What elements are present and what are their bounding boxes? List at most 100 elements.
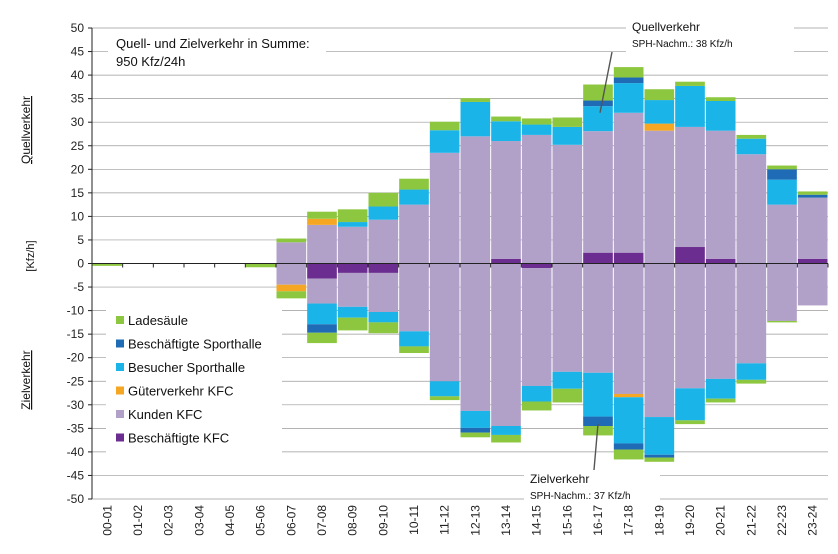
quell-bar-segment (797, 194, 828, 198)
x-tick-label: 19-20 (683, 505, 697, 536)
quell-bar-segment (552, 144, 583, 264)
x-tick-label: 11-12 (438, 505, 452, 535)
ziel-bar-segment (644, 454, 675, 458)
annotation-ziel-box (524, 468, 660, 504)
annotation-quell-subtitle: SPH-Nachm.: 38 Kfz/h (632, 39, 733, 50)
quell-bar-segment (613, 77, 644, 84)
x-tick-label: 07-08 (315, 505, 329, 536)
ziel-bar-segment (613, 397, 644, 444)
ziel-bar-segment (368, 312, 399, 323)
quell-bar-segment (675, 81, 705, 86)
ziel-bar-segment (276, 284, 307, 292)
quell-bar-segment (399, 204, 429, 264)
ziel-bar-segment (276, 291, 307, 299)
legend-label: Beschäftigte Sporthalle (128, 337, 262, 352)
y-tick-label: -5 (73, 280, 84, 294)
ziel-bar-segment (736, 379, 767, 384)
ziel-bar-segment (736, 263, 767, 364)
ziel-bar-segment (675, 420, 705, 425)
quell-bar-segment (368, 192, 399, 207)
x-tick-label: 10-11 (407, 505, 421, 535)
quell-bar-segment (368, 206, 399, 220)
x-tick-label: 17-18 (622, 505, 636, 536)
ziel-bar-segment (521, 263, 552, 269)
quell-bar-segment (797, 197, 828, 259)
y-tick-label: -15 (67, 327, 85, 341)
legend-swatch (116, 363, 124, 371)
x-tick-label: 18-19 (652, 505, 666, 536)
y-tick-label: 0 (77, 257, 84, 271)
x-tick-label: 12-13 (468, 505, 482, 536)
x-tick-label: 03-04 (192, 505, 206, 536)
ziel-bar-segment (613, 393, 644, 398)
ziel-bar-segment (399, 331, 429, 347)
quell-bar-segment (644, 100, 675, 124)
quell-bar-segment (705, 97, 736, 102)
quell-bar-segment (583, 252, 613, 264)
quell-bar-segment (705, 101, 736, 131)
ziel-bar-segment (368, 263, 399, 273)
quell-bar-segment (491, 141, 521, 259)
x-tick-label: 01-02 (131, 505, 145, 536)
quell-bar-segment (337, 222, 368, 227)
quell-bar-segment (491, 121, 521, 142)
quell-bar-segment (736, 134, 767, 139)
quell-bar-segment (736, 154, 767, 264)
label-layer: Quellverkehr Zielverkehr [Kfz/h] Quell- und… (19, 16, 794, 504)
annotation-quell-box (626, 16, 794, 52)
quell-bar-segment (644, 89, 675, 101)
summary-box (108, 32, 326, 72)
quell-bar-segment (337, 226, 368, 264)
quell-bar-segment (736, 138, 767, 155)
quell-bar-segment (613, 112, 644, 253)
quell-bar-segment (429, 130, 460, 153)
lower-axis-label: Zielverkehr (19, 350, 33, 409)
quell-bar-segment (307, 218, 337, 225)
quell-bar-segment (583, 131, 613, 253)
x-tick-label: 08-09 (346, 505, 360, 536)
ziel-bar-segment (337, 272, 368, 307)
y-tick-label: -40 (67, 445, 85, 459)
ziel-bar-segment (613, 443, 644, 450)
ziel-bar-segment (521, 385, 552, 402)
legend-label: Besucher Sporthalle (128, 360, 245, 375)
quell-bar-segment (613, 252, 644, 264)
quell-bar-segment (521, 124, 552, 135)
ziel-bar-segment (705, 398, 736, 403)
y-tick-label: -35 (67, 421, 85, 435)
ziel-bar-segment (521, 268, 552, 386)
annotation-quell-title: Quellverkehr (632, 20, 700, 34)
ziel-bar-segment (644, 417, 675, 455)
x-tick-label: 13-14 (499, 505, 513, 536)
ziel-bar-segment (583, 263, 613, 373)
x-tick-label: 16-17 (591, 505, 605, 536)
quell-bar-segment (276, 242, 307, 264)
legend-label: Ladesäule (128, 313, 188, 328)
quell-bar-segment (429, 121, 460, 131)
legend-swatch (116, 410, 124, 418)
y-tick-label: 50 (71, 21, 85, 35)
y-tick-label: 45 (71, 45, 85, 59)
ziel-bar-segment (460, 410, 491, 428)
quell-bar-segment (583, 106, 613, 132)
quell-bar-segment (644, 130, 675, 264)
quell-bar-segment (521, 118, 552, 125)
legend-label: Beschäftigte KFC (128, 431, 229, 446)
quell-bar-segment (399, 189, 429, 205)
legend-swatch (116, 316, 124, 324)
ziel-bar-segment (675, 388, 705, 421)
ziel-bar-segment (491, 263, 521, 426)
unit-label: [Kfz/h] (25, 240, 37, 271)
ziel-bar-segment (797, 263, 828, 306)
y-tick-label: -20 (67, 351, 85, 365)
x-tick-label: 14-15 (530, 505, 544, 536)
ziel-bar-segment (767, 263, 797, 321)
quell-bar-segment (460, 98, 491, 102)
quell-bar-segment (613, 83, 644, 113)
quell-bar-segment (767, 179, 797, 205)
x-tick-label: 06-07 (284, 505, 298, 536)
ziel-bar-segment (276, 263, 307, 285)
x-tick-label: 15-16 (560, 505, 574, 536)
quell-bar-segment (675, 85, 705, 127)
